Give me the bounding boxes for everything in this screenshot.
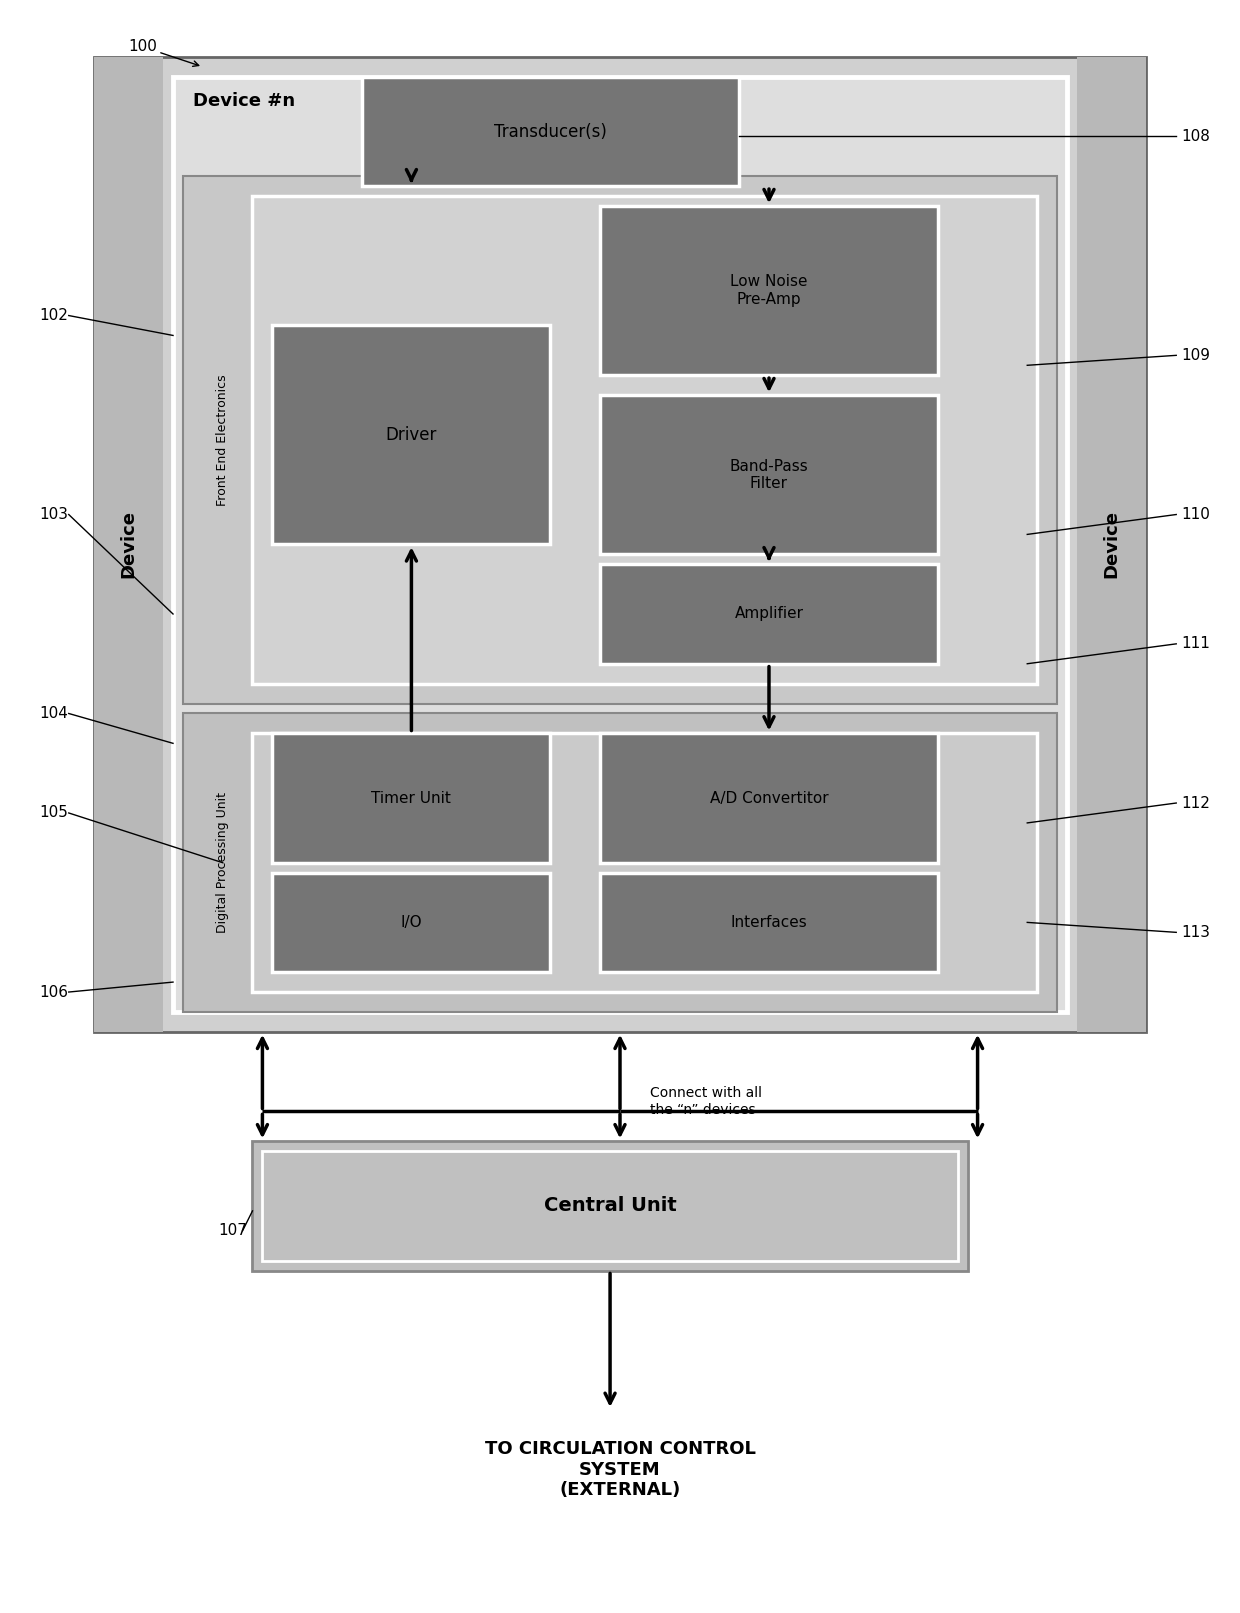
Text: Low Noise
Pre-Amp: Low Noise Pre-Amp [730, 274, 807, 306]
Bar [600, 565, 937, 663]
Text: Interfaces: Interfaces [730, 915, 807, 931]
Bar [93, 56, 1147, 1032]
Text: Digital Processing Unit: Digital Processing Unit [216, 792, 229, 934]
Bar [600, 734, 937, 863]
Bar [600, 873, 937, 973]
Bar [362, 77, 739, 185]
Text: Device: Device [1102, 510, 1121, 579]
Text: 108: 108 [1182, 129, 1210, 144]
Bar [273, 873, 551, 973]
Bar [93, 56, 164, 1032]
Bar [253, 197, 1037, 684]
Bar [263, 1152, 957, 1261]
Text: Connect with all
the “n” devices: Connect with all the “n” devices [650, 1087, 761, 1116]
Text: I/O: I/O [401, 915, 423, 931]
Bar [1076, 56, 1147, 1032]
Text: Transducer(s): Transducer(s) [494, 123, 606, 140]
Bar [273, 734, 551, 863]
Text: Central Unit: Central Unit [543, 1197, 677, 1216]
Text: A/D Convertitor: A/D Convertitor [709, 790, 828, 805]
Text: Band-Pass
Filter: Band-Pass Filter [729, 458, 808, 490]
Bar [253, 1142, 967, 1271]
Text: 107: 107 [218, 1223, 247, 1239]
Text: Timer Unit: Timer Unit [372, 790, 451, 805]
Text: 104: 104 [40, 706, 68, 721]
Text: TO CIRCULATION CONTROL
SYSTEM
(EXTERNAL): TO CIRCULATION CONTROL SYSTEM (EXTERNAL) [485, 1440, 755, 1500]
Text: 113: 113 [1182, 924, 1210, 940]
Text: 105: 105 [40, 805, 68, 821]
Text: Driver: Driver [386, 426, 436, 444]
Bar [184, 713, 1056, 1011]
Text: Device: Device [119, 510, 138, 579]
Text: 111: 111 [1182, 637, 1210, 652]
Bar [174, 77, 1066, 1011]
Text: 112: 112 [1182, 795, 1210, 810]
Bar [600, 206, 937, 376]
Bar [253, 734, 1037, 992]
Bar [184, 176, 1056, 703]
Text: 110: 110 [1182, 506, 1210, 523]
Text: Front End Electronics: Front End Electronics [216, 374, 229, 506]
Text: 106: 106 [40, 984, 68, 1000]
Text: 100: 100 [129, 39, 157, 55]
Bar [600, 395, 937, 555]
Text: 109: 109 [1182, 348, 1210, 363]
Text: 102: 102 [40, 308, 68, 323]
Text: Device #n: Device #n [193, 92, 295, 110]
Text: 103: 103 [40, 506, 68, 523]
Text: Amplifier: Amplifier [734, 606, 804, 621]
Bar [273, 326, 551, 544]
